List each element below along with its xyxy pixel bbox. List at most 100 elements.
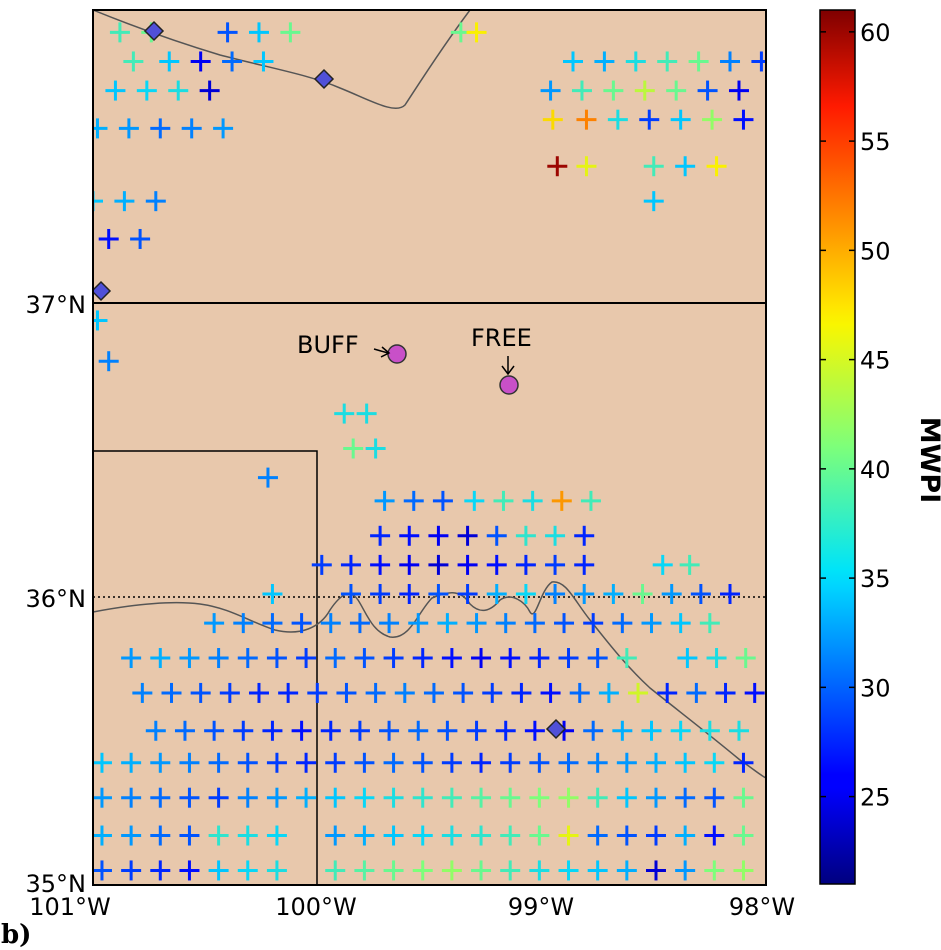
mwpi-marker [675, 787, 696, 808]
mwpi-marker [383, 787, 404, 808]
mwpi-marker [150, 787, 171, 808]
mwpi-marker [451, 0, 471, 7]
mwpi-marker [379, 720, 400, 741]
mwpi-marker [666, 80, 687, 101]
mwpi-marker [93, 825, 112, 846]
mwpi-marker [522, 490, 543, 511]
x-tick-label: 100°W [275, 893, 357, 921]
mwpi-marker [399, 584, 420, 604]
mwpi-marker [93, 118, 108, 139]
mwpi-marker [632, 584, 653, 604]
mwpi-marker [253, 51, 274, 72]
mwpi-marker [266, 860, 287, 881]
mwpi-marker [558, 648, 579, 669]
mwpi-marker [370, 525, 391, 546]
mwpi-marker [471, 648, 492, 669]
mwpi-marker [639, 0, 659, 7]
mwpi-marker [720, 584, 741, 604]
mwpi-marker [296, 787, 317, 808]
mwpi-marker [354, 825, 375, 846]
colorbar: 25 30 35 40 45 50 55 60 MWPI [819, 9, 941, 885]
mwpi-marker [208, 825, 229, 846]
mwpi-marker [105, 80, 126, 101]
mwpi-marker [190, 682, 211, 703]
site-markers [93, 20, 567, 740]
mwpi-marker [686, 682, 707, 703]
mwpi-marker [495, 720, 516, 741]
mwpi-marker [733, 0, 753, 7]
mwpi-markers [93, 0, 766, 881]
mwpi-marker [697, 80, 718, 101]
mwpi-marker [114, 191, 135, 212]
mwpi-marker [616, 752, 637, 773]
mwpi-marker [354, 752, 375, 773]
mwpi-marker [634, 80, 655, 101]
mwpi-marker [735, 648, 756, 669]
mwpi-marker [500, 825, 521, 846]
mwpi-marker [587, 752, 608, 773]
mwpi-marker [204, 720, 225, 741]
mwpi-marker [704, 787, 725, 808]
mwpi-marker [266, 752, 287, 773]
mwpi-marker [558, 825, 579, 846]
mwpi-marker [280, 22, 301, 43]
mwpi-marker [441, 860, 462, 881]
mwpi-marker [558, 860, 579, 881]
y-axis-labels: 37°N 36°N 35°N [26, 291, 87, 898]
mwpi-marker [179, 787, 200, 808]
mwpi-marker [720, 51, 741, 72]
mwpi-marker [545, 525, 566, 546]
mwpi-marker [580, 490, 601, 511]
mwpi-marker [174, 720, 195, 741]
mwpi-marker [179, 648, 200, 669]
mwpi-marker [408, 613, 429, 634]
mwpi-marker [524, 720, 545, 741]
mwpi-marker [208, 752, 229, 773]
colorbar-tick-label: 40 [860, 456, 891, 484]
mwpi-marker [616, 648, 637, 669]
mwpi-marker [529, 825, 550, 846]
mwpi-marker [168, 80, 189, 101]
mwpi-marker [412, 787, 433, 808]
mwpi-marker [237, 860, 258, 881]
mwpi-marker [325, 825, 346, 846]
mwpi-marker [441, 752, 462, 773]
mwpi-marker [728, 80, 749, 101]
mwpi-marker [161, 682, 182, 703]
mwpi-marker [98, 351, 119, 372]
mwpi-marker [370, 554, 391, 575]
mwpi-marker [262, 0, 282, 7]
mwpi-marker [706, 648, 727, 669]
mwpi-marker [558, 752, 579, 773]
mwpi-marker [257, 467, 278, 488]
colorbar-gradient [819, 9, 856, 885]
mwpi-marker [179, 752, 200, 773]
station-free-marker [499, 375, 519, 395]
mwpi-marker [583, 613, 604, 634]
mwpi-marker [545, 584, 566, 604]
mwpi-marker [383, 825, 404, 846]
mwpi-marker [423, 682, 444, 703]
mwpi-marker [699, 720, 720, 741]
mwpi-marker [296, 648, 317, 669]
mwpi-marker [576, 109, 597, 130]
mwpi-marker [594, 51, 615, 72]
mwpi-marker [751, 51, 766, 72]
y-tick-label: 35°N [26, 870, 87, 898]
mwpi-marker [616, 860, 637, 881]
mwpi-marker [296, 752, 317, 773]
mwpi-marker [571, 80, 592, 101]
mwpi-marker [587, 648, 608, 669]
mwpi-marker [675, 752, 696, 773]
mwpi-marker [645, 752, 666, 773]
mwpi-marker [641, 613, 662, 634]
mwpi-marker [471, 787, 492, 808]
river-south [93, 581, 766, 779]
mwpi-marker [515, 584, 536, 604]
mwpi-marker [603, 80, 624, 101]
mwpi-marker [733, 787, 754, 808]
mwpi-marker [639, 109, 660, 130]
mwpi-marker [471, 752, 492, 773]
mwpi-marker [237, 648, 258, 669]
mwpi-marker [266, 787, 287, 808]
